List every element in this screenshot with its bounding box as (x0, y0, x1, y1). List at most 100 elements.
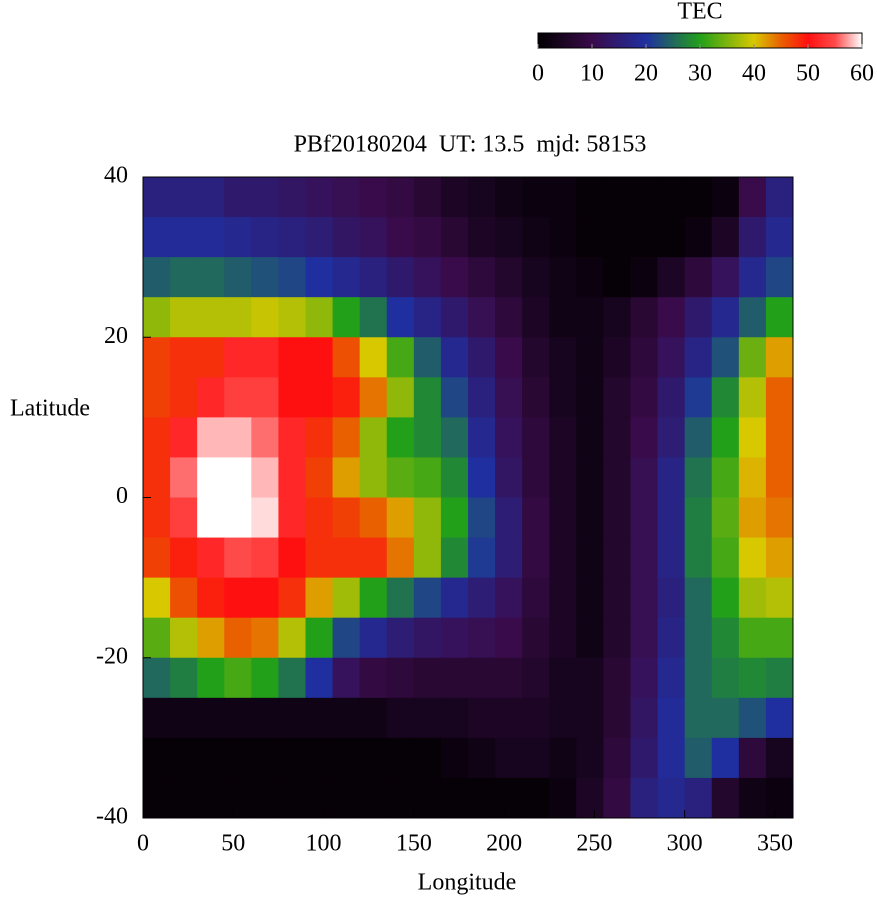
heatmap-cell (711, 537, 740, 579)
heatmap-cell (359, 457, 388, 498)
heatmap-cell (359, 177, 388, 218)
heatmap-cell (197, 537, 225, 579)
heatmap-cell (468, 737, 496, 779)
heatmap-cell (576, 657, 604, 699)
heatmap-cell (143, 657, 171, 699)
heatmap-cell (278, 697, 306, 739)
heatmap-cell (251, 497, 279, 539)
heatmap-cell (440, 297, 469, 338)
heatmap-cell (170, 617, 198, 659)
heatmap-cell (170, 377, 198, 418)
heatmap-cell (495, 457, 523, 498)
heatmap-cell (305, 497, 334, 539)
heatmap-cell (549, 297, 577, 338)
heatmap-cell (332, 177, 361, 218)
heatmap-cell (684, 297, 713, 338)
heatmap-cell (468, 697, 496, 739)
heatmap-cell (684, 217, 713, 258)
heatmap-cell (143, 497, 171, 539)
heatmap-cell (197, 617, 225, 659)
heatmap-cell (332, 537, 361, 579)
heatmap-cell (684, 737, 713, 779)
heatmap-cell (522, 177, 550, 218)
heatmap-cell (332, 657, 361, 699)
heatmap-cell (765, 657, 794, 699)
heatmap-cell (224, 217, 252, 258)
heatmap-cell (278, 417, 306, 458)
colorbar-tick-label: 0 (532, 61, 544, 87)
heatmap-cell (143, 417, 171, 458)
heatmap-cell (549, 337, 577, 378)
heatmap-cell (576, 417, 604, 458)
heatmap-cell (603, 417, 631, 458)
heatmap-cell (603, 257, 631, 298)
heatmap-cell (224, 377, 252, 418)
heatmap-cell (576, 777, 604, 819)
heatmap-cell (684, 497, 713, 539)
heatmap-cell (305, 257, 334, 298)
heatmap-cell (657, 217, 686, 258)
heatmap-cell (765, 177, 794, 218)
heatmap-cell (170, 217, 198, 258)
heatmap-cell (765, 217, 794, 258)
heatmap-cell (170, 697, 198, 739)
heatmap-cell (657, 577, 686, 619)
heatmap-cell (657, 497, 686, 539)
heatmap-cell (224, 737, 252, 779)
heatmap-cell (143, 537, 171, 579)
heatmap-cell (657, 777, 686, 819)
heatmap-cell (224, 497, 252, 539)
heatmap-cell (738, 777, 767, 819)
heatmap-cell (522, 617, 550, 659)
heatmap-cell (576, 537, 604, 579)
heatmap-cell (630, 537, 659, 579)
heatmap-cell (630, 497, 659, 539)
heatmap-cell (386, 377, 415, 418)
heatmap-cell (684, 257, 713, 298)
heatmap-cell (468, 217, 496, 258)
heatmap-cell (603, 377, 631, 418)
heatmap-cell (278, 577, 306, 619)
heatmap-cell (495, 577, 523, 619)
heatmap-cell (170, 177, 198, 218)
heatmap-cell (765, 737, 794, 779)
heatmap-cell (711, 617, 740, 659)
heatmap-cell (251, 617, 279, 659)
heatmap-cell (495, 777, 523, 819)
heatmap-cell (359, 697, 388, 739)
heatmap-cell (413, 177, 442, 218)
heatmap-cell (197, 377, 225, 418)
heatmap-cell (522, 417, 550, 458)
heatmap-cell (278, 297, 306, 338)
heatmap-cell (738, 457, 767, 498)
heatmap-cell (386, 697, 415, 739)
heatmap-cell (170, 657, 198, 699)
heatmap-cell (603, 337, 631, 378)
heatmap-cell (603, 697, 631, 739)
heatmap-cell (440, 737, 469, 779)
heatmap-cell (765, 577, 794, 619)
heatmap-cell (657, 617, 686, 659)
heatmap-cell (197, 577, 225, 619)
heatmap-cell (143, 337, 171, 378)
heatmap-cell (711, 697, 740, 739)
heatmap-cell (413, 737, 442, 779)
heatmap-cell (278, 377, 306, 418)
heatmap-cell (413, 297, 442, 338)
heatmap-cell (576, 497, 604, 539)
heatmap-cell (765, 617, 794, 659)
heatmap-cell (522, 577, 550, 619)
heatmap-cell (684, 617, 713, 659)
heatmap-cell (576, 217, 604, 258)
colorbar-label: TEC (677, 0, 722, 25)
heatmap-cell (386, 417, 415, 458)
x-tick-label: 350 (757, 831, 793, 857)
heatmap-cell (170, 537, 198, 579)
heatmap-cell (522, 537, 550, 579)
heatmap-cell (468, 537, 496, 579)
heatmap-cell (495, 497, 523, 539)
heatmap-cell (711, 217, 740, 258)
heatmap-cell (738, 297, 767, 338)
heatmap-cell (738, 177, 767, 218)
